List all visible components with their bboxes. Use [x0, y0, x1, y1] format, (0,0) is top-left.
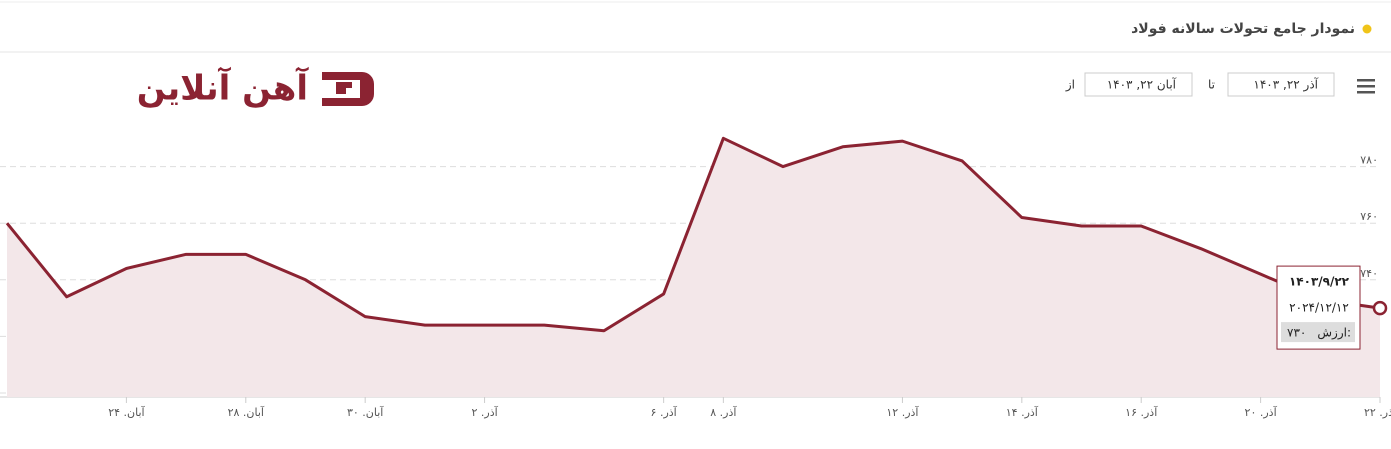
from-input[interactable]	[1084, 72, 1193, 97]
x-tick-label: آبان. ۳۰	[347, 405, 384, 419]
x-tick-label: آذر. ۱۶	[1125, 405, 1158, 419]
y-tick-label: ۷۴۰	[1360, 267, 1378, 280]
tooltip-date: ۱۴۰۳/۹/۲۲	[1289, 275, 1350, 289]
menu-bar	[1357, 79, 1375, 82]
menu-bar	[1357, 85, 1375, 88]
logo-icon	[322, 72, 374, 106]
to-label: تا	[1208, 78, 1215, 92]
to-value: آذر ۲۲, ۱۴۰۳	[1253, 77, 1318, 93]
menu-bar	[1357, 91, 1375, 94]
x-tick-label: آذر. ۱۴	[1006, 405, 1039, 419]
from-label: از	[1065, 78, 1075, 93]
from-value: آبان ۲۲, ۱۴۰۳	[1107, 77, 1177, 92]
y-tick-label: ۷۸۰	[1360, 154, 1378, 167]
header-dot	[1362, 24, 1372, 34]
y-tick-label: ۷۶۰	[1360, 210, 1378, 223]
logo-text: آهن آنلاین	[137, 67, 310, 109]
tooltip-date-gregorian: ۲۰۲۴/۱۲/۱۲	[1289, 301, 1349, 315]
x-tick-label: آبان. ۲۴	[108, 405, 145, 419]
x-tick-label: آذر. ۲۲	[1364, 405, 1391, 419]
tooltip-value-prefix: ارزش:	[1317, 326, 1351, 341]
header-title: نمودار جامع تحولات سالانه فولاد	[1131, 21, 1355, 37]
line	[5, 136, 1381, 333]
hover-marker	[1372, 300, 1388, 316]
tooltip-value: ۷۳۰	[1287, 326, 1306, 340]
area	[7, 138, 1380, 398]
to-input[interactable]	[1227, 72, 1335, 97]
x-tick-label: آبان. ۲۸	[228, 405, 265, 419]
logo: آهن آنلاین	[137, 67, 374, 109]
tooltip-value-bg	[1281, 322, 1355, 343]
x-tick-label: آذر. ۲۰	[1245, 405, 1278, 419]
x-tick-label: آذر. ۸	[710, 405, 737, 419]
x-tick-label: آذر. ۱۲	[886, 405, 919, 419]
x-tick-label: آذر. ۶	[651, 405, 678, 419]
menu-icon[interactable]	[1357, 79, 1375, 94]
x-tick-label: آذر. ۲	[471, 405, 498, 419]
tooltip: ۱۴۰۳/۹/۲۲ ۲۰۲۴/۱۲/۱۲ ارزش: ۷۳۰	[1276, 265, 1361, 350]
